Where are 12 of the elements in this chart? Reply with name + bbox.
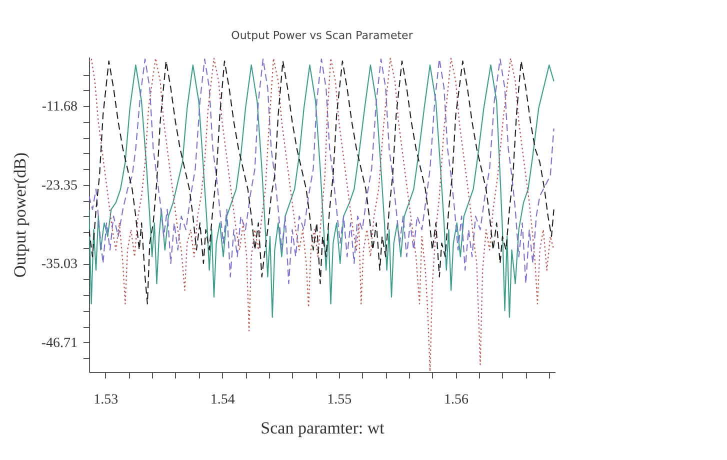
x-tick-label: 1.55 (327, 392, 352, 408)
x-tick-label: 1.56 (444, 392, 468, 408)
y-tick-label: -35.03 (41, 257, 78, 272)
y-tick-label: -23.35 (41, 178, 78, 194)
x-axis-title: Scan paramter: wt (260, 418, 385, 438)
y-tick-label: -46.71 (41, 336, 78, 351)
line-series (89, 58, 554, 372)
chart-title: Output Power vs Scan Parameter (231, 29, 414, 42)
y-tick-label: -11.68 (42, 100, 78, 115)
x-tick-label: 1.53 (94, 392, 118, 408)
x-tick-label: 1.54 (210, 392, 235, 408)
y-axis-title: Output power(dB) (10, 152, 30, 278)
